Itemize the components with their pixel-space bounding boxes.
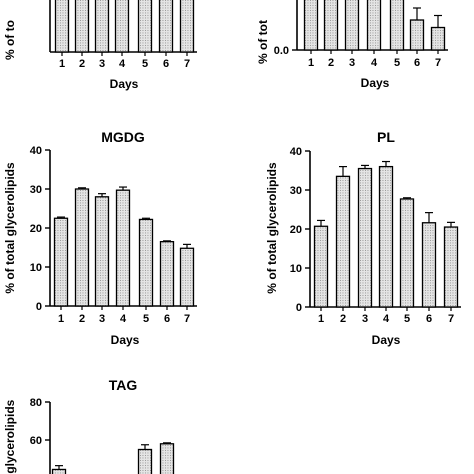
y-tick-label: 0 — [296, 302, 302, 314]
x-tick-label: 6 — [163, 58, 169, 70]
x-tick-label: 5 — [404, 313, 410, 325]
x-axis-label: Days — [110, 77, 139, 91]
x-tick-label: 3 — [349, 57, 355, 69]
x-tick-label: 5 — [142, 58, 148, 70]
bar — [303, 0, 319, 51]
x-tick-label: 5 — [394, 57, 400, 69]
y-tick-label: 20 — [290, 224, 302, 236]
x-tick-label: 4 — [119, 58, 126, 70]
x-tick-label: 3 — [362, 313, 368, 325]
bar — [313, 225, 329, 308]
x-tick-label: 2 — [79, 58, 85, 70]
x-tick-label: 7 — [184, 313, 190, 325]
y-tick-label: 40 — [30, 145, 42, 157]
y-axis-label: % of total glycerolipids — [3, 162, 17, 294]
chart-panel-3: MGDG 0 10 20 30 40 % of total glycerolipids 1 2 3… — [3, 129, 197, 347]
bar — [51, 468, 67, 474]
x-tick-label: 7 — [435, 57, 441, 69]
bar — [94, 0, 110, 53]
y-tick-label: 10 — [30, 262, 42, 274]
x-tick-label: 4 — [371, 57, 378, 69]
bar — [114, 0, 130, 53]
y-axis-label: l glycerolipids — [3, 399, 17, 474]
x-tick-label: 1 — [308, 57, 314, 69]
bar — [378, 165, 394, 308]
x-tick-label: 1 — [59, 58, 65, 70]
x-axis-label: Days — [111, 333, 140, 347]
bar — [138, 218, 154, 307]
bar — [54, 0, 70, 53]
bar — [357, 167, 373, 308]
chart-panel-1: % of to 1 2 3 4 5 6 7 Days — [3, 0, 197, 91]
bar — [421, 222, 437, 308]
bar — [158, 0, 174, 53]
x-axis-label: Days — [372, 333, 401, 347]
x-tick-label: 6 — [414, 57, 420, 69]
bar — [159, 443, 175, 474]
bar — [179, 0, 195, 53]
x-tick-label: 3 — [99, 58, 105, 70]
bar — [409, 19, 425, 51]
y-tick-label: 60 — [30, 435, 42, 447]
y-tick-label: 0 — [36, 301, 42, 313]
x-axis-label: Days — [361, 76, 390, 90]
x-tick-label: 4 — [120, 313, 127, 325]
bar — [179, 247, 195, 307]
x-tick-label: 2 — [340, 313, 346, 325]
bar — [335, 175, 351, 308]
x-tick-label: 1 — [318, 313, 324, 325]
bar — [389, 0, 405, 51]
x-tick-label: 6 — [164, 313, 170, 325]
bar — [399, 198, 415, 308]
bar — [74, 0, 90, 53]
bar — [137, 0, 153, 53]
chart-title: MGDG — [101, 129, 145, 145]
x-tick-label: 2 — [79, 313, 85, 325]
bar — [53, 217, 69, 307]
x-tick-label: 4 — [383, 313, 390, 325]
x-tick-label: 1 — [58, 313, 64, 325]
y-tick-label: 30 — [290, 185, 302, 197]
chart-panel-5: TAG 60 80 l glycerolipids — [3, 377, 175, 474]
y-tick-label: 30 — [30, 184, 42, 196]
chart-title: PL — [377, 129, 395, 145]
bar — [115, 189, 131, 307]
bar — [323, 0, 339, 51]
y-tick-label: 40 — [290, 146, 302, 158]
x-tick-label: 7 — [184, 58, 190, 70]
bar — [344, 0, 360, 51]
bar — [443, 226, 459, 308]
y-axis-label: % of to — [3, 20, 17, 60]
bar — [159, 240, 175, 307]
bar — [137, 448, 153, 474]
chart-title: TAG — [109, 377, 138, 393]
bar — [94, 196, 110, 307]
x-tick-label: 5 — [143, 313, 149, 325]
y-axis-label: % of tot — [256, 20, 270, 64]
y-tick-label: 0.0 — [274, 45, 289, 57]
bar — [74, 188, 90, 307]
chart-panel-4: PL 0 10 20 30 40 % of total glycerolipids 1 2 3 4 5… — [265, 129, 461, 347]
bar — [366, 0, 382, 51]
x-tick-label: 3 — [99, 313, 105, 325]
bar — [430, 26, 446, 51]
y-axis-label: % of total glycerolipids — [265, 162, 279, 294]
y-tick-label: 20 — [30, 223, 42, 235]
x-tick-label: 6 — [426, 313, 432, 325]
x-tick-label: 7 — [448, 313, 454, 325]
y-tick-label: 80 — [30, 397, 42, 409]
y-tick-label: 10 — [290, 263, 302, 275]
x-tick-label: 2 — [328, 57, 334, 69]
